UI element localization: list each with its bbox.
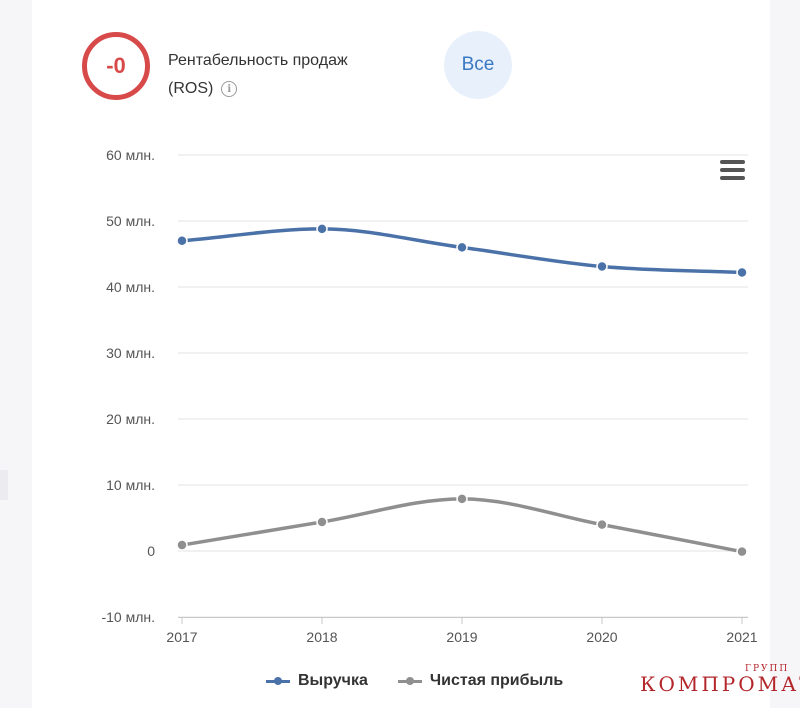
- ros-value-badge: -0: [82, 32, 150, 100]
- data-point-revenue-2020: [596, 260, 608, 273]
- series-points: [176, 223, 748, 558]
- ros-title: Рентабельность продаж: [168, 52, 348, 69]
- y-tick-label: 10 млн.: [106, 477, 155, 493]
- series-line-net-profit: [180, 497, 744, 554]
- data-point-net-profit-2020: [596, 518, 608, 531]
- x-axis: 2017 2018 2019 2020 2021: [166, 617, 758, 645]
- legend-label-net-profit: Чистая прибыль: [429, 672, 564, 689]
- right-page-margin: [770, 0, 800, 708]
- y-tick-label: 50 млн.: [106, 213, 155, 229]
- info-icon[interactable]: i: [221, 81, 238, 97]
- ros-subtitle-row: (ROS) i: [168, 80, 238, 98]
- data-point-net-profit-2017: [176, 539, 188, 551]
- left-scroll-notch: [0, 470, 8, 500]
- y-tick-label: 60 млн.: [106, 147, 155, 163]
- y-tick-label: 0: [147, 543, 155, 559]
- x-tick-label: 2017: [166, 629, 197, 645]
- y-tick-label: -10 млн.: [101, 609, 155, 625]
- ros-subtitle: (ROS): [168, 80, 214, 97]
- legend-item-net-profit[interactable]: Чистая прибыль: [397, 672, 564, 690]
- y-tick-label: 20 млн.: [106, 411, 155, 427]
- hamburger-menu-icon[interactable]: [720, 160, 746, 180]
- legend-label-revenue: Выручка: [298, 672, 368, 689]
- x-tick-label: 2018: [306, 629, 337, 645]
- legend-marker-net-profit: [397, 676, 422, 686]
- data-point-revenue-2019: [456, 241, 468, 254]
- x-tick-label: 2019: [446, 629, 477, 645]
- watermark-text: КОМПРОМАТ: [640, 672, 800, 696]
- data-point-revenue-2021: [736, 266, 748, 279]
- ros-value: -0: [106, 53, 126, 78]
- data-point-net-profit-2021: [736, 545, 748, 558]
- data-point-revenue-2018: [316, 223, 328, 235]
- chart-legend: Выручка Чистая прибыль: [266, 672, 593, 690]
- x-tick-label: 2020: [586, 629, 617, 645]
- y-tick-label: 30 млн.: [106, 345, 155, 361]
- y-tick-label: 40 млн.: [106, 279, 155, 295]
- legend-item-revenue[interactable]: Выручка: [266, 672, 368, 690]
- x-tick-label: 2021: [726, 629, 757, 645]
- all-periods-button[interactable]: Все: [444, 31, 512, 99]
- legend-marker-revenue: [266, 676, 290, 686]
- data-point-revenue-2017: [176, 235, 188, 247]
- chart-card: [32, 0, 770, 708]
- y-axis-ticks: 60 млн. 50 млн. 40 млн. 30 млн. 20 млн. 10 мл…: [101, 147, 155, 625]
- data-point-net-profit-2018: [316, 516, 328, 528]
- left-page-margin: [0, 0, 32, 708]
- watermark-small-text: ГРУПП: [745, 664, 790, 674]
- data-point-net-profit-2019: [456, 493, 468, 505]
- grid-lines: [178, 154, 748, 618]
